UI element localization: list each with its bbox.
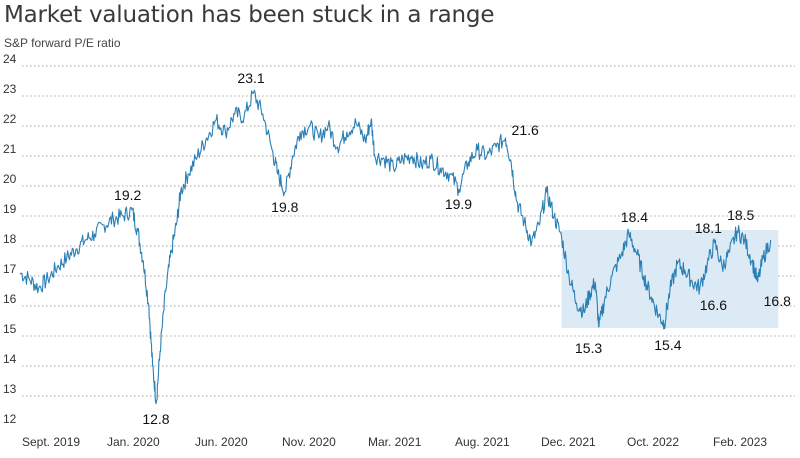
- y-axis-ticks: 12 13 14 15 16 17 18 19 20 21 22 23 24: [3, 52, 17, 426]
- annotation-label: 19.2: [114, 187, 141, 203]
- y-tick-label: 15: [3, 322, 17, 336]
- annotation-label: 18.1: [695, 220, 722, 236]
- annotations: 19.2 12.8 23.1 19.8 19.9 21.6 15.3 18.4 15.4 18.1…: [114, 70, 791, 427]
- y-tick-label: 20: [3, 172, 17, 186]
- y-tick-label: 17: [3, 262, 17, 276]
- x-tick-label: Mar. 2021: [368, 435, 422, 449]
- annotation-label: 18.4: [621, 209, 648, 225]
- series-layer: [19, 89, 772, 405]
- x-tick-label: Nov. 2020: [282, 435, 336, 449]
- y-tick-label: 21: [3, 142, 17, 156]
- y-tick-label: 24: [3, 52, 17, 66]
- y-tick-label: 23: [3, 82, 17, 96]
- x-tick-label: Dec. 2021: [541, 435, 596, 449]
- x-tick-label: Oct. 2022: [627, 435, 679, 449]
- x-tick-label: Feb. 2023: [713, 435, 767, 449]
- annotation-label: 23.1: [237, 70, 264, 86]
- y-tick-label: 18: [3, 232, 17, 246]
- series-line: [19, 89, 772, 405]
- y-tick-label: 22: [3, 112, 17, 126]
- chart-subtitle: S&P forward P/E ratio: [4, 36, 121, 50]
- annotation-label: 19.9: [445, 196, 472, 212]
- y-tick-label: 14: [3, 352, 17, 366]
- y-tick-label: 12: [3, 412, 17, 426]
- x-axis-ticks: Sept. 2019 Jan. 2020 Jun. 2020 Nov. 2020 Mar…: [22, 435, 767, 449]
- annotation-label: 15.3: [575, 340, 602, 356]
- x-tick-label: Jun. 2020: [195, 435, 248, 449]
- annotation-label: 12.8: [142, 411, 169, 427]
- x-tick-label: Aug. 2021: [455, 435, 510, 449]
- annotation-label: 19.8: [271, 199, 298, 215]
- annotation-label: 16.6: [700, 297, 727, 313]
- annotation-label: 16.8: [764, 293, 791, 309]
- y-tick-label: 19: [3, 202, 17, 216]
- x-tick-label: Sept. 2019: [22, 435, 80, 449]
- annotation-label: 15.4: [654, 337, 681, 353]
- y-tick-label: 13: [3, 382, 17, 396]
- x-tick-label: Jan. 2020: [107, 435, 160, 449]
- y-tick-label: 16: [3, 292, 17, 306]
- chart-title: Market valuation has been stuck in a ran…: [4, 2, 495, 28]
- annotation-label: 21.6: [512, 122, 539, 138]
- annotation-label: 18.5: [727, 207, 754, 223]
